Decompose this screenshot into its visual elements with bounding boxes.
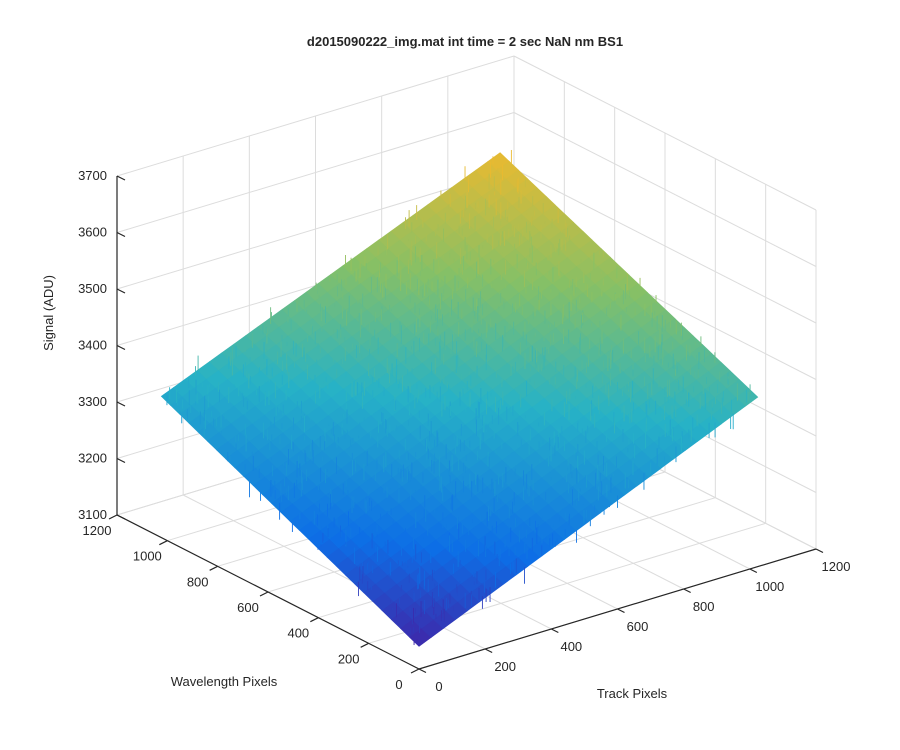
z-tick-label: 3100 [78,507,107,522]
z-tick-label: 3300 [78,394,107,409]
x-tick-label: 800 [693,599,715,614]
y-tick-label: 1200 [83,523,112,538]
z-tick-label: 3400 [78,338,107,353]
z-tick-label: 3500 [78,281,107,296]
x-tick-label: 1000 [755,579,784,594]
x-tick-label: 600 [627,619,649,634]
y-axis-label: Wavelength Pixels [171,674,278,689]
x-axis-label: Track Pixels [597,686,668,701]
x-tick [683,588,691,594]
surface-patch [736,388,759,407]
z-tick [116,231,126,238]
y-tick-label: 400 [287,626,309,641]
y-tick-label: 1000 [133,549,162,564]
y-tick-label: 0 [395,677,402,692]
z-tick [116,344,126,351]
x-tick-label: 1200 [822,559,851,574]
z-tick [116,457,126,464]
grid-line [116,55,515,177]
y-tick-label: 600 [237,600,259,615]
y-tick [209,565,218,571]
z-tick-label: 3200 [78,451,107,466]
grid-line [513,168,817,324]
x-tick [749,568,758,574]
y-tick [159,540,168,546]
x-tick-label: 0 [435,679,442,694]
x-tick-label: 200 [494,659,516,674]
z-tick-label: 3600 [78,225,107,240]
x-tick [551,628,559,634]
y-tick-label: 800 [187,574,209,589]
z-tick [116,401,126,407]
x-tick [418,668,427,674]
y-tick [410,668,420,674]
grid-line [116,112,515,233]
z-axis-label: Signal (ADU) [41,275,56,351]
grid-line [513,55,817,211]
chart-title: d2015090222_img.mat int time = 2 sec NaN… [307,34,623,49]
x-tick-label: 400 [560,639,582,654]
y-tick [360,642,369,648]
y-tick-label: 200 [338,651,360,666]
x-tick [617,608,625,614]
x-tick [815,548,824,554]
axes [108,175,824,674]
z-tick [116,514,126,520]
z-tick-label: 3700 [78,168,107,183]
y-tick [259,591,269,597]
grid-line [513,112,817,267]
z-tick [116,175,126,181]
tick-labels: 0 200 400 600 800 1000 1200 0 200 400 600 800 1000 12… [78,168,850,694]
surface [160,149,759,647]
y-tick [310,617,319,623]
y-tick [108,514,118,520]
grid-line [116,168,515,290]
x-tick [484,648,493,654]
z-tick [116,288,126,294]
